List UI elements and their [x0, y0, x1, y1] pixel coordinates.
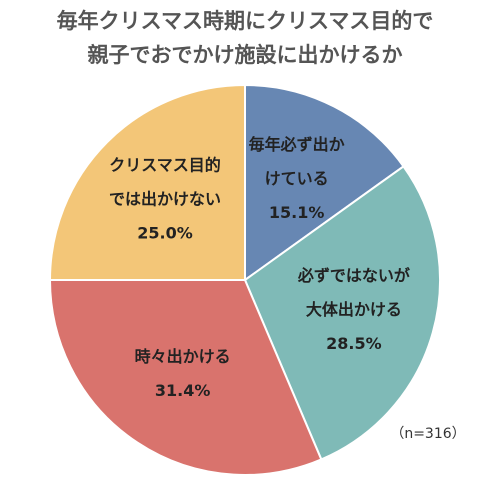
value-label: 15.1% — [269, 203, 325, 222]
slice-label: 必ずではないが — [297, 266, 410, 285]
annotation: （n=316） — [390, 426, 465, 442]
value-label: 31.4% — [155, 381, 211, 400]
pie-slice — [244, 83, 405, 282]
chart-title: 毎年クリスマス時期にクリスマス目的で — [57, 9, 434, 33]
chart-title: 親子でおでかけ施設に出かけるか — [88, 43, 403, 67]
pie-slice — [48, 279, 323, 476]
slice-label: けている — [265, 169, 329, 188]
value-label: 28.5% — [326, 334, 382, 353]
value-label: 25.0% — [137, 224, 193, 243]
pie-slice — [48, 83, 246, 281]
slice-label: 時々出かける — [135, 347, 231, 366]
slice-label: クリスマス目的 — [109, 156, 221, 175]
pie-slice — [243, 164, 441, 461]
slice-label: 大体出かける — [306, 300, 402, 319]
slice-label: では出かけない — [109, 190, 221, 209]
slice-label: 毎年必ず出か — [249, 135, 345, 154]
